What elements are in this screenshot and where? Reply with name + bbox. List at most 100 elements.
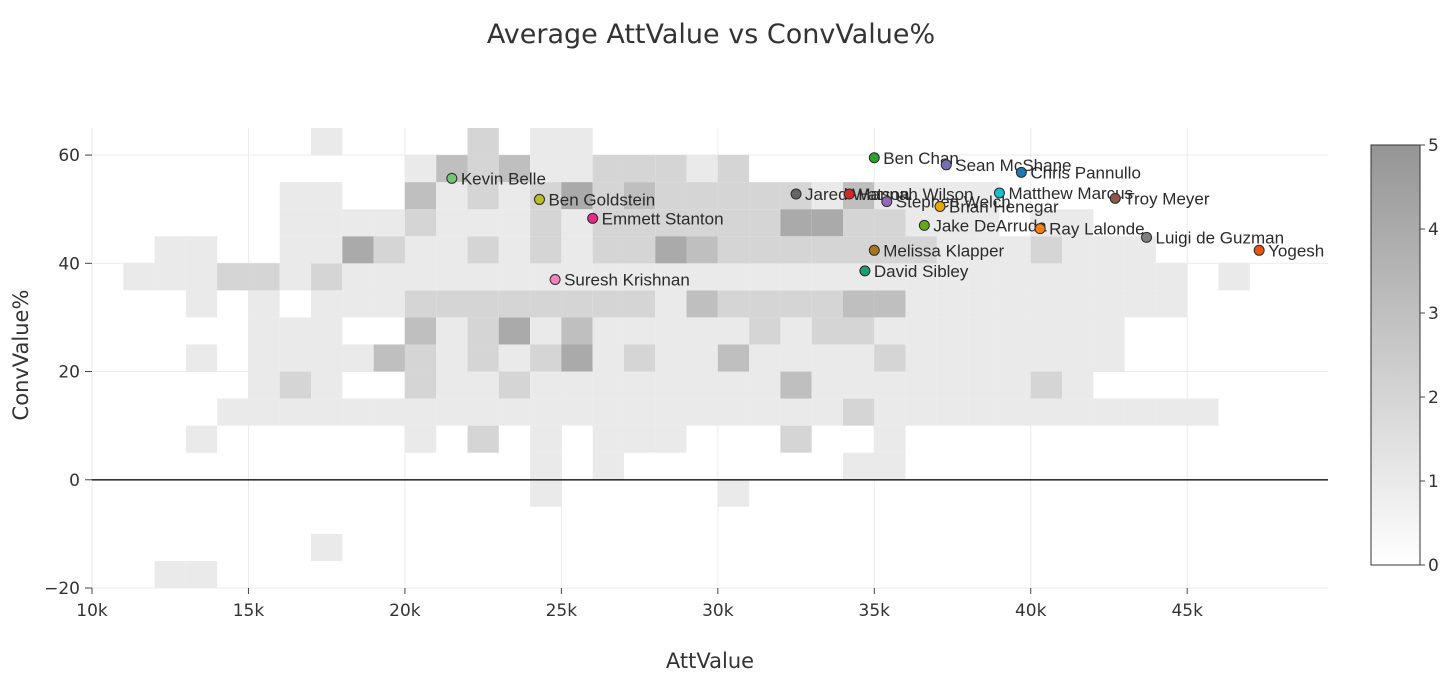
- heatmap-cell: [1093, 344, 1125, 372]
- heatmap-cell: [811, 371, 843, 399]
- heatmap-cell: [185, 236, 218, 264]
- heatmap-cell: [561, 182, 593, 210]
- heatmap-cell: [530, 398, 562, 426]
- heatmap-cell: [811, 317, 843, 345]
- point-label: Jake DeArruda: [933, 216, 1047, 235]
- heatmap-cell: [498, 236, 531, 264]
- heatmap-cell: [185, 425, 218, 453]
- point-label: Matthew Marcus: [1008, 184, 1133, 203]
- heatmap-cell: [373, 344, 405, 372]
- heatmap-cell: [404, 344, 437, 372]
- heatmap-cell: [311, 128, 343, 156]
- heatmap-cell: [1030, 317, 1063, 345]
- colorbar-gradient: [1370, 144, 1421, 566]
- heatmap-cell: [311, 344, 343, 372]
- heatmap-cell: [1124, 236, 1156, 264]
- point-label: David Sibley: [874, 262, 969, 281]
- heatmap-cell: [686, 263, 718, 291]
- heatmap-cell: [530, 371, 562, 399]
- heatmap-cell: [592, 236, 624, 264]
- heatmap-cell: [248, 317, 280, 345]
- heatmap-cell: [592, 425, 624, 453]
- heatmap-cell: [1093, 236, 1125, 264]
- heatmap-cell: [780, 263, 812, 291]
- data-point: [940, 159, 952, 171]
- heatmap-cell: [561, 317, 593, 345]
- heatmap-cell: [1093, 263, 1125, 291]
- heatmap-cell: [905, 371, 937, 399]
- heatmap-cell: [436, 290, 468, 318]
- heatmap-cell: [1062, 317, 1094, 345]
- heatmap-cell: [248, 344, 280, 372]
- heatmap-cell: [404, 155, 437, 183]
- x-tick-label: 45k: [1171, 601, 1203, 621]
- heatmap-cell: [842, 317, 875, 345]
- heatmap-cell: [467, 209, 499, 237]
- x-tick-label: 35k: [859, 601, 891, 621]
- heatmap-cell: [404, 290, 437, 318]
- heatmap-cell: [311, 398, 343, 426]
- heatmap-cell: [592, 452, 624, 480]
- heatmap-cell: [530, 425, 562, 453]
- heatmap-cell: [874, 209, 906, 237]
- heatmap-cell: [717, 371, 750, 399]
- heatmap-cell: [436, 344, 468, 372]
- heatmap-cell: [1155, 263, 1188, 291]
- heatmap-cell: [561, 209, 593, 237]
- heatmap-cell: [342, 290, 374, 318]
- y-axis-title: ConvValue%: [9, 290, 33, 421]
- colorbar-tick-label: 1: [1428, 472, 1439, 492]
- point-label: Yogesh: [1268, 241, 1324, 260]
- heatmap-cell: [311, 371, 343, 399]
- heatmap-cell: [623, 425, 656, 453]
- heatmap-cell: [499, 101, 530, 128]
- heatmap-cell: [999, 398, 1031, 426]
- y-tick-label: −20: [44, 579, 80, 599]
- data-point: [1141, 231, 1153, 243]
- heatmap-cell: [936, 209, 969, 237]
- point-label: Stephen Welch: [896, 193, 1011, 212]
- heatmap-cell: [1030, 236, 1063, 264]
- heatmap-cell: [561, 344, 593, 372]
- heatmap-cell: [1062, 290, 1094, 318]
- heatmap-cell: [248, 263, 280, 291]
- heatmap-cell: [749, 317, 781, 345]
- heatmap-cell: [717, 236, 750, 264]
- data-point: [790, 188, 802, 200]
- heatmap-cell: [655, 290, 687, 318]
- heatmap-cell: [467, 236, 499, 264]
- colorbar-tick-label: 0: [1428, 556, 1439, 576]
- heatmap-cell: [968, 398, 1000, 426]
- heatmap-cell: [1093, 398, 1125, 426]
- heatmap-cell: [623, 182, 656, 210]
- heatmap-cell: [1062, 398, 1094, 426]
- heatmap-cell: [1062, 263, 1094, 291]
- heatmap-cell: [154, 236, 186, 264]
- heatmap-cell: [842, 344, 875, 372]
- heatmap-cell: [811, 290, 843, 318]
- heatmap-cell: [749, 209, 781, 237]
- heatmap-cell: [623, 209, 656, 237]
- data-point: [1109, 192, 1121, 204]
- heatmap-cell: [1030, 263, 1063, 291]
- heatmap-cell: [623, 371, 656, 399]
- heatmap-cell: [404, 317, 437, 345]
- heatmap-cell: [530, 317, 562, 345]
- heatmap-cell: [342, 344, 374, 372]
- heatmap-cell: [1124, 290, 1156, 318]
- heatmap-cell: [623, 236, 656, 264]
- heatmap-cell: [436, 398, 468, 426]
- heatmap-cell: [467, 290, 499, 318]
- heatmap-cell: [623, 317, 656, 345]
- heatmap-cell: [780, 425, 812, 453]
- heatmap-cell: [686, 209, 718, 237]
- heatmap-cell: [279, 236, 312, 264]
- heatmap-cell: [749, 371, 781, 399]
- heatmap-cell: [842, 263, 875, 291]
- heatmap-cell: [874, 344, 906, 372]
- heatmap-cell: [999, 263, 1031, 291]
- heatmap-cell: [717, 263, 750, 291]
- heatmap-cell: [248, 398, 280, 426]
- heatmap-cell: [498, 344, 531, 372]
